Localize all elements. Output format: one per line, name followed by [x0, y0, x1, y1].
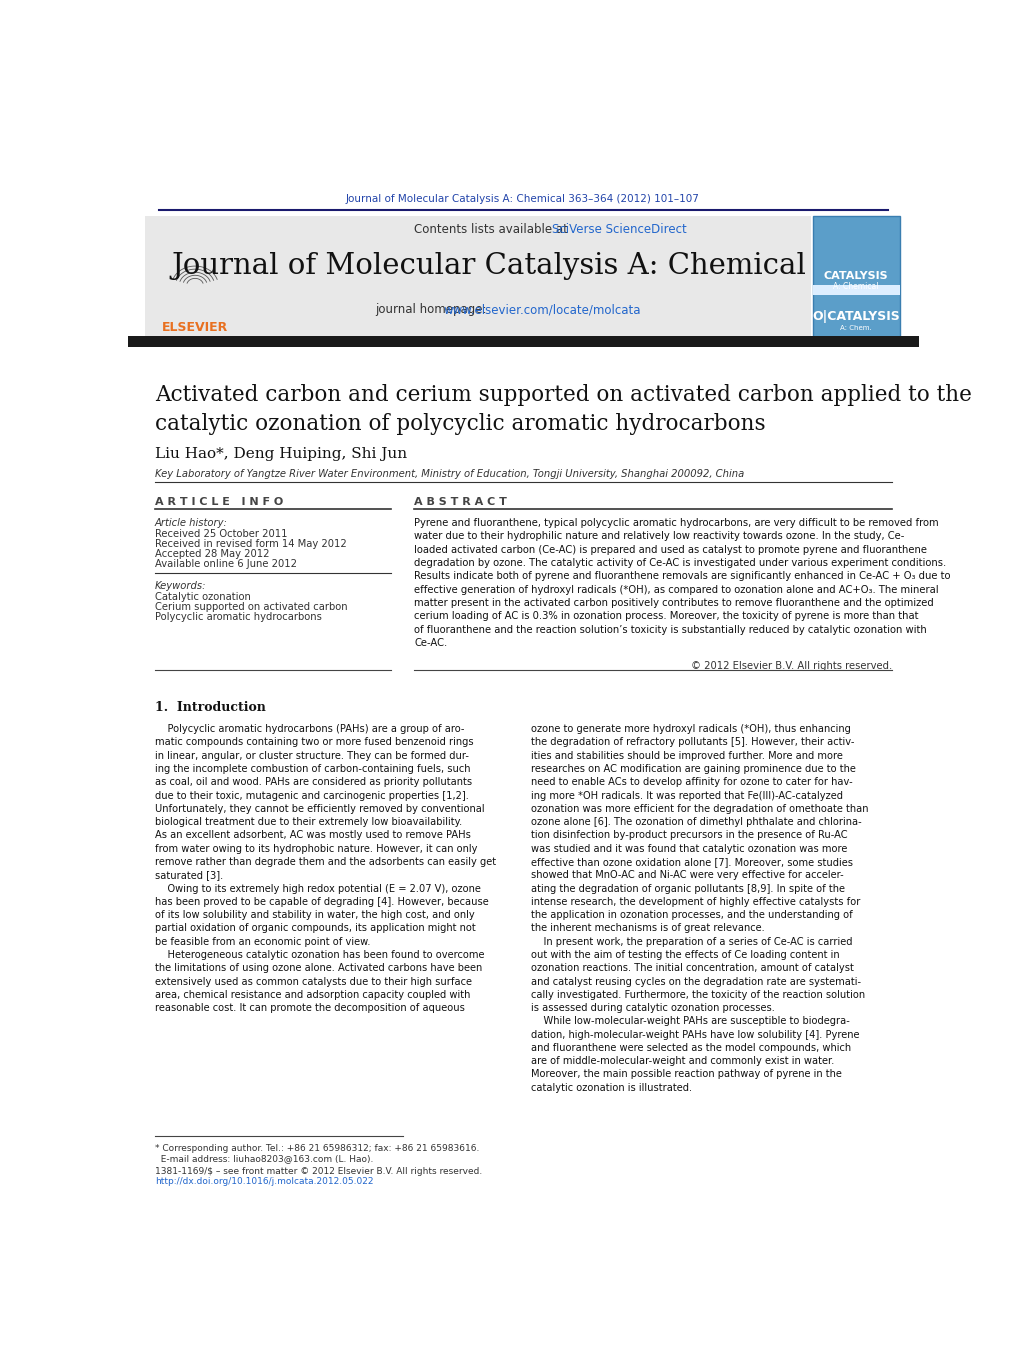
Text: Catalytic ozonation: Catalytic ozonation [155, 592, 250, 601]
Text: ozone to generate more hydroxyl radicals (*OH), thus enhancing
the degradation o: ozone to generate more hydroxyl radicals… [531, 724, 868, 1093]
Text: E-mail address: liuhao8203@163.com (L. Hao).: E-mail address: liuhao8203@163.com (L. H… [155, 1154, 373, 1163]
Text: Cerium supported on activated carbon: Cerium supported on activated carbon [155, 601, 347, 612]
Bar [145, 216, 249, 339]
Text: Contents lists available at: Contents lists available at [415, 223, 572, 235]
Text: Polycyclic aromatic hydrocarbons: Polycyclic aromatic hydrocarbons [155, 612, 322, 621]
Text: Accepted 28 May 2012: Accepted 28 May 2012 [155, 549, 270, 559]
Bar [145, 216, 811, 339]
Text: A B S T R A C T: A B S T R A C T [415, 497, 507, 507]
Text: http://dx.doi.org/10.1016/j.molcata.2012.05.022: http://dx.doi.org/10.1016/j.molcata.2012… [155, 1177, 374, 1186]
Text: Journal of Molecular Catalysis A: Chemical: Journal of Molecular Catalysis A: Chemic… [172, 253, 807, 280]
Text: 1381-1169/$ – see front matter © 2012 Elsevier B.V. All rights reserved.: 1381-1169/$ – see front matter © 2012 El… [155, 1167, 482, 1175]
Text: Key Laboratory of Yangtze River Water Environment, Ministry of Education, Tongji: Key Laboratory of Yangtze River Water En… [155, 469, 744, 478]
Text: SciVerse ScienceDirect: SciVerse ScienceDirect [552, 223, 687, 235]
Text: © 2012 Elsevier B.V. All rights reserved.: © 2012 Elsevier B.V. All rights reserved… [690, 661, 891, 671]
Bar [813, 216, 901, 338]
Text: CATALYSIS: CATALYSIS [824, 272, 888, 281]
Text: journal homepage:: journal homepage: [376, 304, 491, 316]
Text: ELSEVIER: ELSEVIER [162, 322, 228, 334]
Text: Activated carbon and cerium supported on activated carbon applied to the
catalyt: Activated carbon and cerium supported on… [155, 384, 972, 435]
Text: Journal of Molecular Catalysis A: Chemical 363–364 (2012) 101–107: Journal of Molecular Catalysis A: Chemic… [346, 195, 699, 204]
Text: Received in revised form 14 May 2012: Received in revised form 14 May 2012 [155, 539, 346, 549]
Text: Received 25 October 2011: Received 25 October 2011 [155, 528, 287, 539]
Text: Polycyclic aromatic hydrocarbons (PAHs) are a group of aro-
matic compounds cont: Polycyclic aromatic hydrocarbons (PAHs) … [155, 724, 496, 1013]
Text: 1.  Introduction: 1. Introduction [155, 701, 265, 715]
Text: Pyrene and fluoranthene, typical polycyclic aromatic hydrocarbons, are very diff: Pyrene and fluoranthene, typical polycyc… [415, 517, 951, 648]
Text: Liu Hao*, Deng Huiping, Shi Jun: Liu Hao*, Deng Huiping, Shi Jun [155, 447, 407, 461]
Text: A: Chem.: A: Chem. [840, 326, 872, 331]
Text: Article history:: Article history: [155, 517, 228, 528]
Text: * Corresponding author. Tel.: +86 21 65986312; fax: +86 21 65983616.: * Corresponding author. Tel.: +86 21 659… [155, 1144, 479, 1152]
Text: A R T I C L E   I N F O: A R T I C L E I N F O [155, 497, 283, 507]
Text: A: Chemical: A: Chemical [833, 282, 879, 292]
Text: Keywords:: Keywords: [155, 581, 206, 590]
Text: Available online 6 June 2012: Available online 6 June 2012 [155, 559, 297, 569]
Bar [128, 336, 919, 347]
Text: www.elsevier.com/locate/molcata: www.elsevier.com/locate/molcata [443, 304, 640, 316]
Bar [813, 285, 901, 295]
Text: O|CATALYSIS: O|CATALYSIS [813, 309, 900, 323]
